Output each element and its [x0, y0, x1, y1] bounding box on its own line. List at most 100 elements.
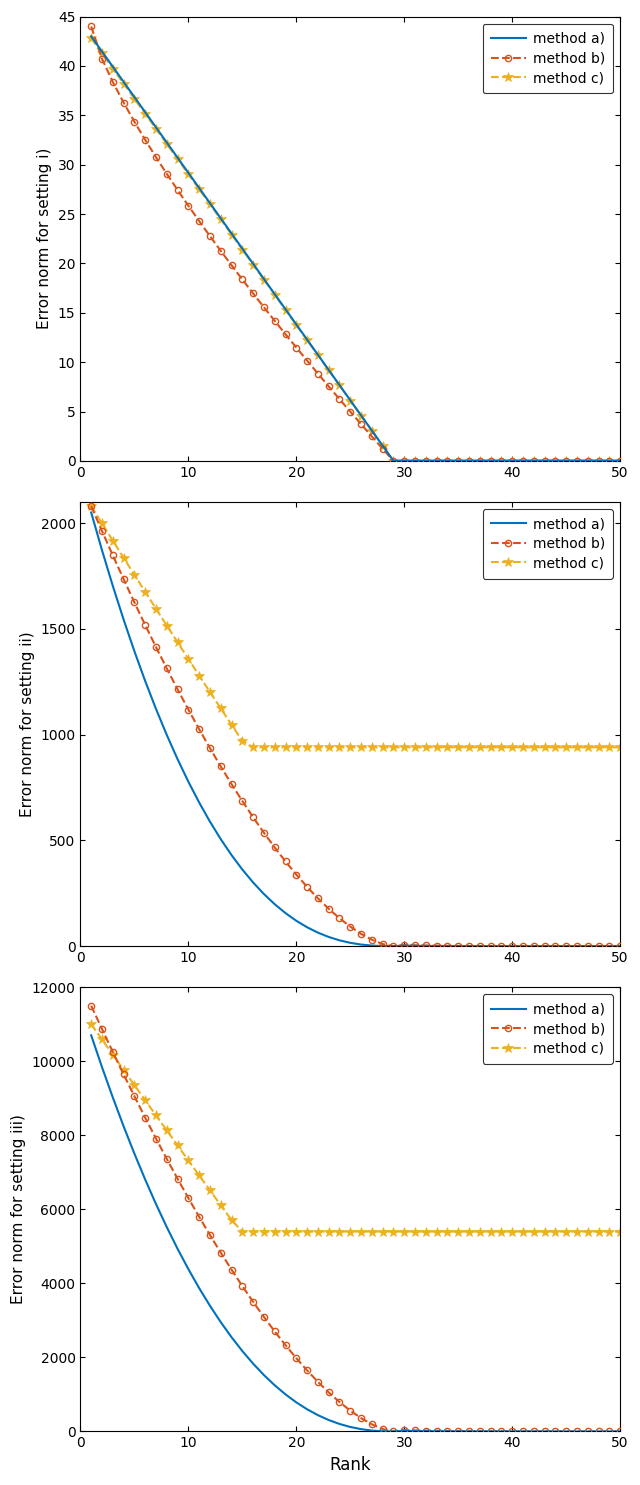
method b)	[465, 451, 473, 469]
method c)	[584, 451, 591, 469]
method a)	[605, 1423, 613, 1440]
method c)	[152, 120, 160, 138]
method b)	[433, 1421, 440, 1439]
method b)	[314, 1374, 322, 1391]
method c)	[109, 532, 116, 549]
method c)	[573, 738, 581, 756]
method b)	[563, 1423, 570, 1440]
method c)	[411, 1222, 419, 1240]
method c)	[508, 738, 516, 756]
method c)	[422, 451, 429, 469]
method b)	[260, 298, 268, 316]
method b)	[519, 451, 527, 469]
method a)	[616, 1423, 624, 1440]
method a)	[131, 88, 138, 105]
method a)	[444, 937, 451, 955]
method b)	[454, 451, 462, 469]
method a)	[260, 270, 268, 288]
method a)	[260, 885, 268, 903]
method a)	[595, 1423, 602, 1440]
method c)	[195, 667, 203, 685]
method c)	[584, 1222, 591, 1240]
method c)	[476, 738, 484, 756]
method b)	[422, 937, 429, 955]
method a)	[228, 224, 236, 242]
method a)	[184, 1261, 192, 1279]
method a)	[552, 937, 559, 955]
method b)	[476, 937, 484, 955]
method a)	[141, 673, 149, 691]
method b)	[519, 1423, 527, 1440]
method c)	[530, 451, 538, 469]
method b)	[519, 937, 527, 955]
method c)	[584, 738, 591, 756]
method a)	[390, 451, 397, 469]
method a)	[454, 1423, 462, 1440]
method a)	[195, 793, 203, 811]
method a)	[487, 1423, 495, 1440]
method a)	[292, 1393, 300, 1411]
method a)	[346, 1418, 354, 1436]
method c)	[314, 1222, 322, 1240]
method a)	[379, 437, 387, 454]
method a)	[228, 846, 236, 864]
Line: method c): method c)	[86, 1019, 625, 1237]
method c)	[411, 738, 419, 756]
method b)	[346, 402, 354, 420]
method b)	[303, 878, 311, 895]
method b)	[487, 451, 495, 469]
method a)	[87, 1026, 95, 1044]
method b)	[303, 1362, 311, 1380]
method c)	[390, 738, 397, 756]
method c)	[335, 738, 343, 756]
method b)	[271, 839, 278, 857]
method b)	[497, 451, 505, 469]
method c)	[552, 1222, 559, 1240]
method c)	[335, 1222, 343, 1240]
method c)	[541, 1222, 548, 1240]
method c)	[411, 451, 419, 469]
method c)	[616, 451, 624, 469]
method b)	[131, 594, 138, 612]
method c)	[98, 1031, 106, 1048]
method b)	[228, 775, 236, 793]
method c)	[195, 180, 203, 198]
method a)	[206, 195, 214, 212]
method b)	[595, 451, 602, 469]
method b)	[206, 740, 214, 757]
method b)	[109, 546, 116, 564]
method a)	[552, 451, 559, 469]
method c)	[195, 1167, 203, 1185]
method a)	[163, 1218, 171, 1236]
method b)	[390, 937, 397, 955]
method a)	[616, 937, 624, 955]
method a)	[239, 239, 246, 257]
method b)	[217, 242, 225, 260]
method b)	[584, 451, 591, 469]
method b)	[228, 1261, 236, 1279]
method b)	[173, 181, 181, 199]
method a)	[433, 937, 440, 955]
method a)	[282, 300, 289, 318]
method c)	[422, 1222, 429, 1240]
method a)	[271, 895, 278, 913]
method b)	[433, 937, 440, 955]
method b)	[346, 1402, 354, 1420]
method b)	[120, 94, 127, 111]
method c)	[152, 1106, 160, 1124]
method a)	[131, 1145, 138, 1163]
method b)	[390, 451, 397, 469]
method b)	[335, 1393, 343, 1411]
method b)	[120, 1065, 127, 1083]
method a)	[346, 392, 354, 410]
method b)	[260, 1308, 268, 1326]
method c)	[497, 451, 505, 469]
method a)	[303, 331, 311, 349]
method a)	[422, 451, 429, 469]
method a)	[239, 861, 246, 879]
method a)	[584, 451, 591, 469]
method b)	[152, 148, 160, 166]
method a)	[303, 918, 311, 936]
method b)	[552, 937, 559, 955]
method a)	[335, 376, 343, 394]
